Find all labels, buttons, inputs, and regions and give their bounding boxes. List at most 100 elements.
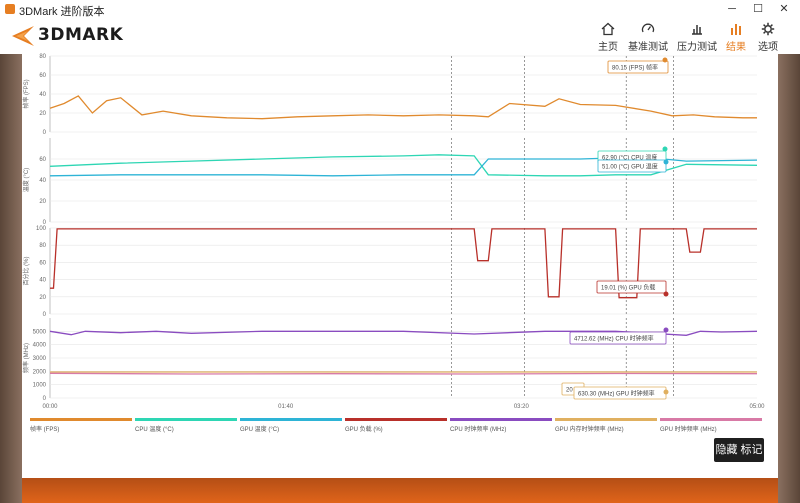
y-axis-label: 帧率 (FPS) <box>22 79 30 108</box>
legend-item-cpu-temp[interactable]: CPU 温度 (°C) <box>135 418 237 433</box>
y-axis-label: 温度 (°C) <box>22 168 30 192</box>
nav-options[interactable]: 选项 <box>748 18 788 54</box>
y-tick-label: 0 <box>43 396 47 402</box>
y-tick-label: 20 <box>39 295 46 301</box>
gauge-icon <box>641 23 655 33</box>
legend-label: GPU 温度 (°C) <box>240 427 280 433</box>
tooltip-gpu-load: 19.01 (%) GPU 负载 <box>596 280 667 294</box>
nav-stress-tests[interactable]: 压力测试 <box>677 18 717 54</box>
y-tick-label: 1000 <box>33 383 47 389</box>
legend-label: GPU 内存时钟频率 (MHz) <box>555 427 624 433</box>
logo-text: 3DMARK <box>38 25 124 45</box>
tooltip-cpu-clock-text: 4712.62 (MHz) CPU 时钟频率 <box>574 335 654 343</box>
nav-stress-tests-label: 压力测试 <box>677 42 717 53</box>
x-tick-label: 03:20 <box>514 404 530 410</box>
legend-label: GPU 时钟频率 (MHz) <box>660 427 717 433</box>
y-tick-label: 20 <box>39 111 46 117</box>
app-header: 3DMARK 主页 基准测试 压力测试 结果 选项 <box>0 18 800 54</box>
series-line-0-0 <box>49 95 757 120</box>
y-tick-label: 80 <box>39 243 46 249</box>
tooltip-cpu-clock: 4712.62 (MHz) CPU 时钟频率 <box>569 331 667 345</box>
x-tick-label: 05:00 <box>749 404 765 410</box>
hide-markers-button[interactable]: 隐藏 标记 <box>714 438 764 462</box>
results-bars-icon <box>731 24 741 35</box>
y-tick-label: 60 <box>39 157 46 163</box>
tooltip-gpu-load-text: 19.01 (%) GPU 负载 <box>601 284 655 292</box>
nav-home[interactable]: 主页 <box>588 18 628 54</box>
background-right-edge <box>778 54 800 503</box>
y-tick-label: 0 <box>43 220 47 226</box>
y-axis-label: 百分比 (%) <box>22 256 30 285</box>
maximize-button[interactable]: ☐ <box>753 3 763 15</box>
series-line-3-0 <box>49 330 758 336</box>
tooltip-gpu-temp-box <box>597 159 667 173</box>
tooltip-gpu-clock: 630.30 (MHz) GPU 时钟频率 <box>573 386 667 400</box>
tooltip-gpu-clock-text: 630.30 (MHz) GPU 时钟频率 <box>578 390 655 398</box>
y-tick-label: 5000 <box>33 329 47 335</box>
series-line-1-0 <box>49 154 758 177</box>
nav-results[interactable]: 结果 <box>716 18 756 54</box>
background-left-edge <box>0 54 22 503</box>
y-tick-label: 80 <box>39 54 46 60</box>
legend-label: GPU 负载 (%) <box>345 427 383 433</box>
y-tick-label: 40 <box>39 278 46 284</box>
y-axis-label: 频率 (MHz) <box>22 343 30 373</box>
x-tick-label: 01:40 <box>278 404 294 410</box>
nav-benchmarks-label: 基准测试 <box>628 42 668 53</box>
series-line-2-0 <box>50 228 757 299</box>
minimize-button[interactable]: ─ <box>728 3 736 15</box>
legend-item-gpu-clock[interactable]: GPU 时钟频率 (MHz) <box>660 418 762 433</box>
tooltip-dot-fps <box>662 57 668 63</box>
tooltip-fps: 80.15 (FPS) 帧率 <box>607 60 669 74</box>
window-title: 3DMark 进阶版本 <box>19 6 105 18</box>
tooltip-fps-box <box>607 60 669 74</box>
y-tick-label: 40 <box>39 178 46 184</box>
series-line-3-2 <box>49 372 758 375</box>
tooltip-dot-cpu-clock <box>663 327 669 333</box>
y-tick-label: 100 <box>36 226 47 232</box>
tooltip-dot-gpu-temp <box>663 159 669 165</box>
tooltip-dot-gpu-load <box>663 291 669 297</box>
legend-label: 帧率 (FPS) <box>30 427 60 433</box>
legend-item-gpu-mem-clock[interactable]: GPU 内存时钟频率 (MHz) <box>555 418 657 433</box>
legend-item-cpu-clock[interactable]: CPU 时钟频率 (MHz) <box>450 418 552 433</box>
nav-results-label: 结果 <box>726 42 746 53</box>
tooltip-dot-cpu-temp <box>662 146 668 152</box>
y-tick-label: 0 <box>43 130 47 136</box>
y-tick-label: 40 <box>39 92 46 98</box>
legend-item-gpu-load[interactable]: GPU 负载 (%) <box>345 418 447 433</box>
results-monitoring-panel <box>22 54 778 478</box>
nav-home-label: 主页 <box>598 42 618 53</box>
tooltip-gpu-temp: 51.00 (°C) GPU 温度 <box>597 159 667 173</box>
logo-flame-icon <box>12 26 34 46</box>
y-tick-label: 2000 <box>33 369 47 375</box>
logo: 3DMARK <box>10 24 123 48</box>
app-icon <box>5 4 15 14</box>
tooltip-gpu-load-box <box>596 280 667 294</box>
tooltip-gpu-temp-text: 51.00 (°C) GPU 温度 <box>602 163 658 171</box>
tooltip-dot-gpu-clock <box>663 389 669 395</box>
y-tick-label: 60 <box>39 260 46 266</box>
x-tick-label: 00:00 <box>42 404 58 410</box>
y-tick-label: 60 <box>39 73 46 79</box>
home-icon <box>601 22 615 36</box>
nav-options-label: 选项 <box>758 42 778 53</box>
gear-icon <box>761 22 775 36</box>
y-tick-label: 3000 <box>33 356 47 362</box>
y-tick-label: 20 <box>39 199 46 205</box>
y-tick-label: 0 <box>43 312 47 318</box>
legend-label: CPU 温度 (°C) <box>135 427 174 433</box>
nav-benchmarks[interactable]: 基准测试 <box>628 18 668 54</box>
tooltip-cpu-temp-text: 62.90 (°C) CPU 温度 <box>602 154 657 162</box>
legend-label: CPU 时钟频率 (MHz) <box>450 427 507 433</box>
stress-chart-icon <box>692 25 702 35</box>
close-button[interactable]: ✕ <box>779 3 789 15</box>
tooltip-cpu-clock-box <box>569 331 667 345</box>
tooltip-gpu-mem-clock-text: 20 <box>566 388 573 394</box>
y-tick-label: 4000 <box>33 343 47 349</box>
tooltip-fps-text: 80.15 (FPS) 帧率 <box>612 64 658 72</box>
legend-item-gpu-temp[interactable]: GPU 温度 (°C) <box>240 418 342 433</box>
chart-legend: 帧率 (FPS) CPU 温度 (°C) GPU 温度 (°C) GPU 负载 … <box>30 418 762 438</box>
legend-item-fps[interactable]: 帧率 (FPS) <box>30 418 132 433</box>
